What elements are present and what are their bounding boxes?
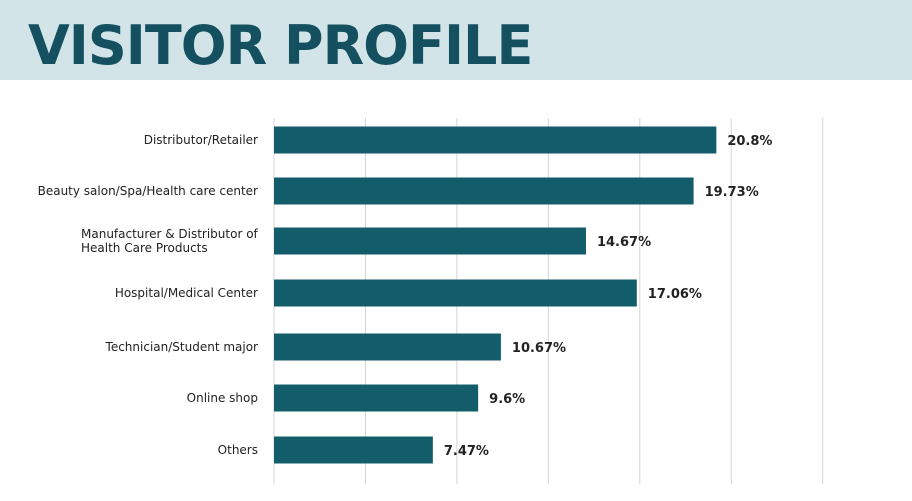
page-title: VISITOR PROFILE (28, 14, 533, 77)
category-label-line: Beauty salon/Spa/Health care center (38, 184, 258, 198)
value-label: 10.67% (512, 341, 566, 356)
value-label: 14.67% (597, 235, 651, 250)
value-label: 19.73% (705, 185, 759, 200)
category-label: Others (218, 443, 258, 457)
bar (274, 126, 717, 154)
category-label-line: Others (218, 443, 258, 457)
bar (274, 279, 637, 307)
category-label-line: Hospital/Medical Center (115, 286, 258, 300)
bar (274, 436, 433, 464)
value-label: 9.6% (489, 392, 525, 407)
bar-chart: 20.8% Distributor/Retailer 19.73% Beauty sa… (38, 118, 824, 484)
category-label-line: Manufacturer & Distributor of (81, 227, 259, 241)
category-label: Beauty salon/Spa/Health care center (38, 184, 258, 198)
value-label: 20.8% (727, 134, 772, 149)
bar (274, 227, 586, 255)
category-label-line: Distributor/Retailer (144, 133, 258, 147)
category-label-line: Health Care Products (81, 241, 208, 255)
bar (274, 177, 694, 205)
category-label: Distributor/Retailer (144, 133, 258, 147)
category-label: Hospital/Medical Center (115, 286, 258, 300)
bar (274, 384, 479, 412)
category-label-line: Online shop (187, 391, 258, 405)
category-label: Online shop (187, 391, 258, 405)
category-label: Manufacturer & Distributor of Health Care… (81, 227, 259, 255)
value-label: 7.47% (444, 444, 489, 459)
category-label: Technician/Student major (105, 340, 259, 354)
header-banner: VISITOR PROFILE (0, 0, 912, 80)
value-label: 17.06% (648, 287, 702, 302)
category-label-line: Technician/Student major (105, 340, 259, 354)
bar (274, 333, 501, 361)
